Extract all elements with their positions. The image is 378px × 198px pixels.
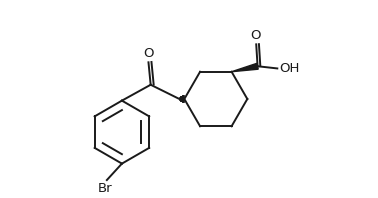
Text: Br: Br <box>98 182 112 195</box>
Text: OH: OH <box>279 62 299 75</box>
Text: O: O <box>250 29 261 42</box>
Polygon shape <box>232 63 258 72</box>
Text: O: O <box>143 47 154 60</box>
